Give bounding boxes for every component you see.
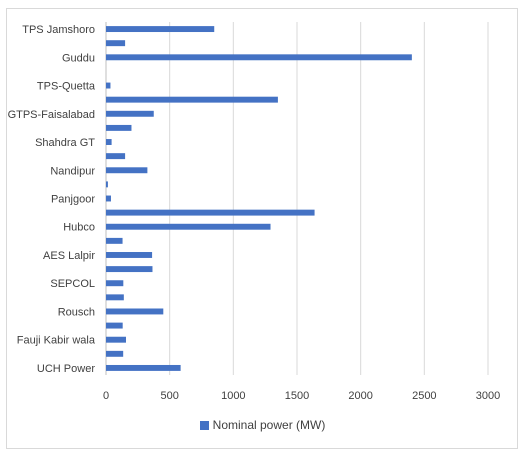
category-label: Guddu bbox=[62, 52, 95, 64]
legend-label: Nominal power (MW) bbox=[212, 418, 326, 432]
bar bbox=[106, 252, 153, 258]
category-label: Shahdra GT bbox=[35, 137, 95, 149]
legend-swatch bbox=[199, 421, 209, 430]
x-tick-label: 0 bbox=[103, 390, 109, 402]
bar bbox=[106, 364, 181, 371]
bar bbox=[106, 237, 123, 244]
x-tick-label: 2000 bbox=[348, 390, 372, 402]
bar bbox=[106, 139, 112, 145]
bar bbox=[106, 294, 124, 301]
bar bbox=[106, 336, 126, 343]
bar bbox=[106, 54, 412, 61]
x-tick-label: 500 bbox=[160, 390, 178, 402]
category-label: Rousch bbox=[58, 306, 95, 318]
x-tick-label: 3000 bbox=[476, 390, 500, 402]
x-tick-label: 2500 bbox=[412, 390, 436, 402]
category-label: UCH Power bbox=[37, 363, 95, 375]
legend: Nominal power (MW) bbox=[0, 418, 525, 432]
category-label: Nandipur bbox=[50, 165, 95, 177]
bar bbox=[106, 167, 148, 174]
bar bbox=[106, 82, 111, 89]
bar bbox=[106, 124, 132, 131]
x-tick-label: 1000 bbox=[221, 390, 245, 402]
bar bbox=[106, 153, 126, 160]
bar bbox=[106, 308, 164, 315]
category-label: Panjgoor bbox=[51, 194, 95, 206]
category-label: Hubco bbox=[63, 222, 95, 234]
bar bbox=[106, 350, 124, 357]
bar bbox=[106, 266, 153, 273]
bar bbox=[106, 209, 315, 216]
category-label: AES Lalpir bbox=[43, 250, 95, 262]
bar bbox=[106, 195, 111, 202]
bar bbox=[106, 40, 126, 47]
category-label: Fauji Kabir wala bbox=[17, 335, 96, 347]
bar bbox=[106, 26, 215, 33]
category-label: SEPCOL bbox=[50, 278, 95, 290]
bar bbox=[106, 96, 278, 103]
x-tick-label: 1500 bbox=[285, 390, 309, 402]
bar bbox=[106, 280, 124, 287]
category-label: TPS Jamshoro bbox=[22, 24, 95, 36]
bar bbox=[106, 110, 154, 117]
category-label: TPS-Quetta bbox=[37, 81, 96, 93]
bar bbox=[106, 322, 123, 329]
category-label: GTPS-Faisalabad bbox=[8, 109, 95, 121]
bar bbox=[106, 181, 108, 188]
bar bbox=[106, 223, 271, 230]
